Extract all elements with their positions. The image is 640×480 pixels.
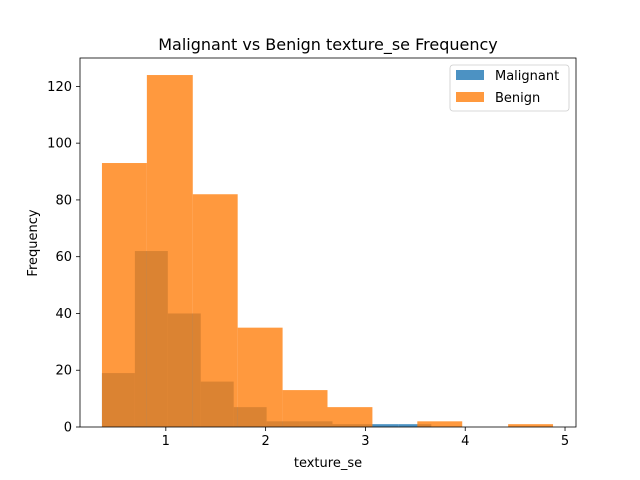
chart-title: Malignant vs Benign texture_se Frequency [158,35,498,55]
legend-swatch-benign [456,92,484,102]
plot-area: 1 2 3 4 5 0 20 40 60 80 100 120 [47,57,577,449]
y-tick-label: 20 [55,364,72,379]
legend-label-benign: Benign [495,91,540,106]
x-tick-label: 4 [461,434,469,449]
bar-benign-7 [417,421,463,427]
bar-benign-2 [192,194,238,427]
y-tick-label: 0 [64,421,72,436]
bar-benign-3 [237,327,283,427]
x-tick-label: 2 [261,434,269,449]
y-tick-label: 80 [55,193,72,208]
y-axis-label: Frequency [26,209,41,276]
x-axis-label: texture_se [294,456,362,471]
bar-benign-0 [101,163,147,427]
y-tick-label: 120 [47,80,72,95]
legend: Malignant Benign [449,64,570,112]
legend-label-malignant: Malignant [495,69,559,84]
y-tick-label: 60 [55,250,72,265]
bar-benign-1 [146,75,193,428]
legend-swatch-malignant [456,70,484,80]
bar-benign-9 [508,424,554,427]
x-tick-label: 5 [561,434,569,449]
bar-malignant-8 [365,424,399,427]
y-tick-label: 100 [47,137,72,152]
bar-benign-4 [282,390,328,427]
bar-benign-5 [327,407,373,427]
bar-malignant-9 [398,424,432,427]
y-tick-label: 40 [55,307,72,322]
x-tick-label: 1 [162,434,170,449]
axes-frame [79,57,577,428]
x-tick-label: 3 [361,434,369,449]
